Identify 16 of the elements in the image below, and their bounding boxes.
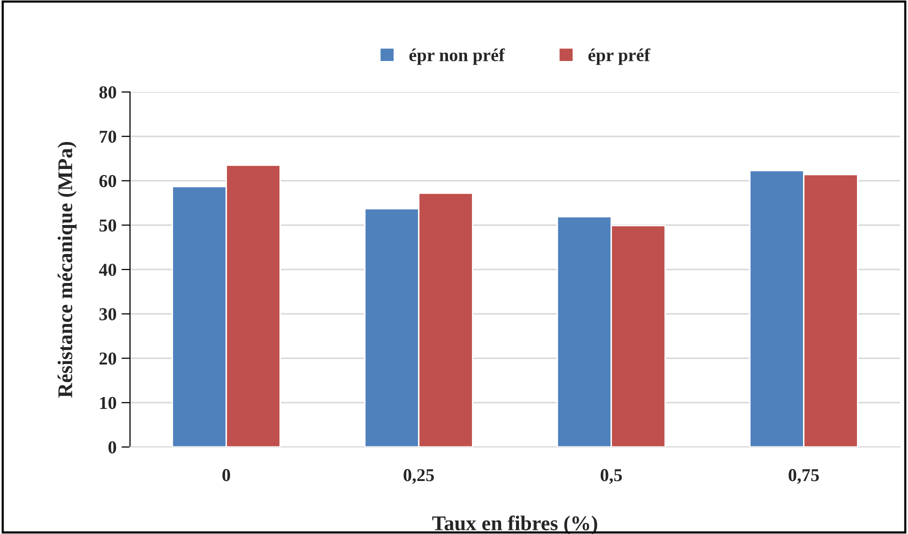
x-tick-label: 0,5	[600, 469, 622, 484]
y-tick-label: 60	[99, 175, 116, 188]
x-tick-label: 0	[222, 469, 230, 482]
y-tick-label: 20	[100, 352, 116, 365]
y-tick-label: 70	[100, 130, 116, 143]
y-tick-label: 80	[99, 86, 116, 98]
y-tick-label: 0	[108, 441, 116, 454]
legend-label: épr non préf	[409, 48, 505, 65]
y-tick-label: 10	[100, 396, 116, 410]
y-tick-label: 30	[99, 308, 116, 320]
y-tick-label: 40	[99, 264, 116, 276]
x-tick-label: 0,75	[788, 469, 819, 484]
y-axis-title: Résistance mécanique (MPa)	[58, 142, 77, 398]
legend-label: épr préf	[588, 48, 650, 65]
y-tick-label: 50	[99, 219, 116, 232]
x-tick-label: 0,25	[404, 469, 434, 484]
